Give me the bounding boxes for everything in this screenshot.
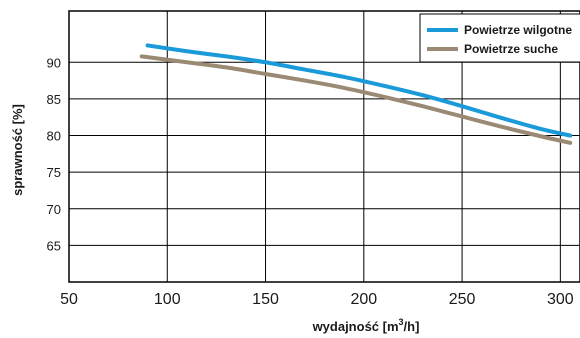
y-tick-label: 80 <box>47 129 61 144</box>
y-axis-label: sprawność [%] <box>10 104 25 196</box>
series-layer <box>139 43 573 145</box>
x-tick-label: 200 <box>350 291 377 308</box>
y-tick-label: 90 <box>47 55 61 70</box>
x-tick-label: 250 <box>449 291 476 308</box>
x-tick-label: 150 <box>252 291 279 308</box>
x-axis-label-superscript: 3 <box>399 317 404 327</box>
y-tick-labels: 65 70 75 80 85 90 <box>47 55 61 253</box>
x-axis-label-main: wydajność [m <box>312 319 399 334</box>
legend-box <box>419 13 580 63</box>
y-tick-label: 70 <box>47 202 61 217</box>
legend-label: Powietrze suche <box>464 42 558 56</box>
x-axis-label: wydajność [m3/h] <box>312 317 420 334</box>
series-line <box>145 43 573 138</box>
series-line <box>139 54 573 145</box>
plot-area-border <box>68 10 580 283</box>
y-tick-label: 65 <box>47 238 61 253</box>
x-tick-labels: 50 100 150 200 250 300 <box>60 291 574 308</box>
x-tick-label: 50 <box>60 291 78 308</box>
legend: Powietrze wilgotne Powietrze suche <box>419 13 580 63</box>
grid <box>69 11 580 282</box>
x-tick-label: 300 <box>547 291 574 308</box>
x-tick-label: 100 <box>154 291 181 308</box>
x-axis-label-tail: /h] <box>404 319 420 334</box>
legend-label: Powietrze wilgotne <box>464 23 572 37</box>
y-tick-label: 85 <box>47 92 61 107</box>
y-tick-label: 75 <box>47 165 61 180</box>
